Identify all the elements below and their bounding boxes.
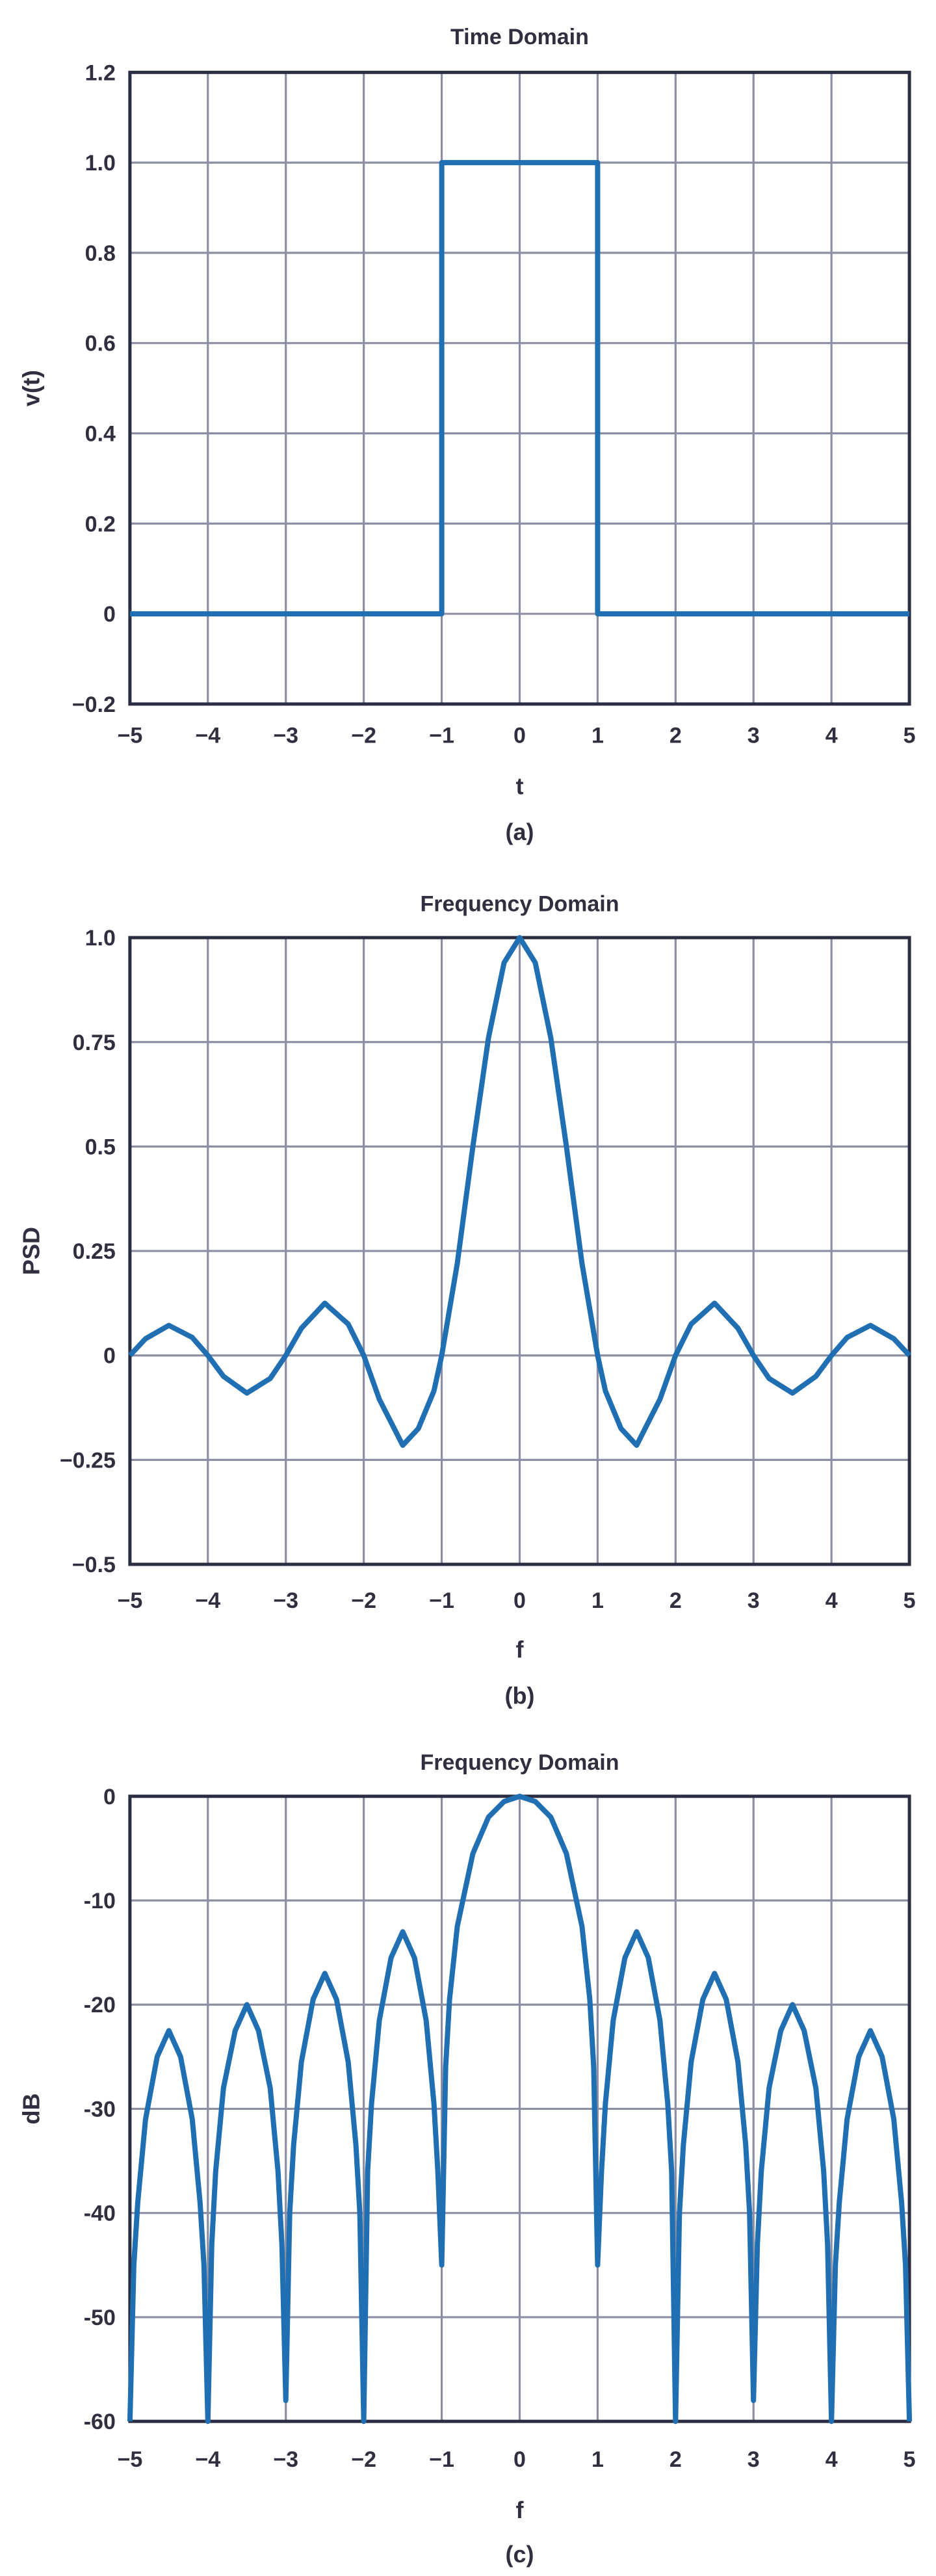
x-tick-label: 0 <box>514 1588 526 1613</box>
y-tick-label: −0.5 <box>72 1553 116 1577</box>
caption-a: (a) <box>505 819 534 845</box>
plot-frame-a <box>128 70 911 706</box>
y-axis-label-c: dB <box>18 2093 45 2124</box>
y-tick-label: -20 <box>84 1993 116 2017</box>
series-a <box>129 160 910 617</box>
x-tick-label: −2 <box>351 723 376 748</box>
series-line-c-0 <box>127 1793 913 2425</box>
y-axis-label-b: PSD <box>18 1227 45 1275</box>
x-tick-labels-a: −5 −4 −3 −2 −1 0 1 2 3 4 5 <box>117 723 915 748</box>
y-tick-label: 0.75 <box>73 1031 116 1055</box>
chart-panel-a: Time Domain v(t) t (a) −5 −4 −3 −2 −1 0 1 2 3 4 5 … <box>18 25 916 845</box>
x-axis-label-b: f <box>515 1636 524 1663</box>
x-tick-label: 5 <box>904 2447 916 2472</box>
x-tick-label: 2 <box>670 723 682 748</box>
x-tick-label: 2 <box>670 2447 682 2472</box>
chart-panel-c: Frequency Domain dB f (c) −5 −4 −3 −2 −1 0 1 2 3… <box>18 1750 916 2568</box>
x-tick-label: −3 <box>273 2447 298 2472</box>
x-tick-label: 3 <box>748 1588 760 1613</box>
x-axis-label-c: f <box>515 2497 524 2523</box>
caption-b: (b) <box>504 1682 534 1709</box>
x-tick-label: −3 <box>273 723 298 748</box>
y-tick-label: 1.0 <box>85 151 116 176</box>
series-c <box>127 1793 913 2425</box>
x-tick-label: −5 <box>117 1588 142 1613</box>
x-tick-label: −4 <box>195 723 220 748</box>
y-tick-labels-a: −0.2 0 0.2 0.4 0.6 0.8 1.0 1.2 <box>72 60 116 717</box>
y-tick-label: -30 <box>84 2097 116 2122</box>
y-tick-label: 1.0 <box>85 926 116 951</box>
y-axis-label-a: v(t) <box>18 370 45 406</box>
series-line-b-0 <box>127 935 912 1448</box>
y-tick-labels-b: −0.5 −0.25 0 0.25 0.5 0.75 1.0 <box>60 926 116 1577</box>
x-tick-label: 4 <box>826 723 838 748</box>
x-tick-label: −5 <box>117 2447 142 2472</box>
y-tick-label: 0.5 <box>85 1135 116 1159</box>
series-b <box>127 935 912 1448</box>
x-tick-label: 1 <box>592 1588 604 1613</box>
y-tick-label: 0.25 <box>73 1239 116 1264</box>
y-tick-label: 0.6 <box>85 332 116 356</box>
x-tick-label: 1 <box>592 2447 604 2472</box>
y-tick-label: 0.4 <box>85 421 116 446</box>
y-tick-label: 0.8 <box>85 241 116 266</box>
y-tick-label: 1.2 <box>85 60 116 85</box>
y-tick-label: 0.2 <box>85 512 116 536</box>
y-tick-label: 0 <box>103 602 116 627</box>
x-tick-label: −1 <box>429 2447 454 2472</box>
x-tick-label: −1 <box>429 723 454 748</box>
grid-b <box>129 938 910 1565</box>
y-tick-label: -50 <box>84 2306 116 2330</box>
y-tick-label: −0.25 <box>60 1448 116 1473</box>
y-tick-label: −0.2 <box>72 692 116 717</box>
y-tick-label: 0 <box>103 1785 116 1809</box>
chart-title-b: Frequency Domain <box>420 892 619 917</box>
x-axis-label-a: t <box>515 772 523 799</box>
series-line-a-0 <box>129 160 910 617</box>
caption-c: (c) <box>505 2541 534 2568</box>
x-tick-label: 1 <box>592 723 604 748</box>
x-tick-labels-c: −5 −4 −3 −2 −1 0 1 2 3 4 5 <box>117 2447 915 2472</box>
x-tick-label: 0 <box>514 2447 526 2472</box>
x-tick-label: 4 <box>826 1588 838 1613</box>
y-tick-label: -40 <box>84 2201 116 2226</box>
x-tick-label: 5 <box>904 723 916 748</box>
y-tick-labels-c: -60 -50 -40 -30 -20 -10 0 <box>84 1785 116 2434</box>
chart-title-a: Time Domain <box>450 25 589 49</box>
x-tick-labels-b: −5 −4 −3 −2 −1 0 1 2 3 4 5 <box>117 1588 915 1613</box>
y-tick-label: -60 <box>84 2410 116 2434</box>
x-tick-label: −2 <box>351 2447 376 2472</box>
x-tick-label: −1 <box>429 1588 454 1613</box>
x-tick-label: −2 <box>351 1588 376 1613</box>
x-tick-label: 0 <box>514 723 526 748</box>
x-tick-label: −5 <box>117 723 142 748</box>
chart-panel-b: Frequency Domain PSD f (b) −5 −4 −3 −2 −1 0 1 2… <box>18 892 916 1709</box>
y-tick-label: 0 <box>103 1344 116 1369</box>
x-tick-label: 4 <box>826 2447 838 2472</box>
x-tick-label: 3 <box>748 723 760 748</box>
chart-title-c: Frequency Domain <box>420 1750 619 1775</box>
x-tick-label: 5 <box>904 1588 916 1613</box>
x-tick-label: −4 <box>195 1588 220 1613</box>
x-tick-label: −3 <box>273 1588 298 1613</box>
x-tick-label: 3 <box>748 2447 760 2472</box>
x-tick-label: −4 <box>195 2447 220 2472</box>
x-tick-label: 2 <box>670 1588 682 1613</box>
y-tick-label: -10 <box>84 1889 116 1913</box>
